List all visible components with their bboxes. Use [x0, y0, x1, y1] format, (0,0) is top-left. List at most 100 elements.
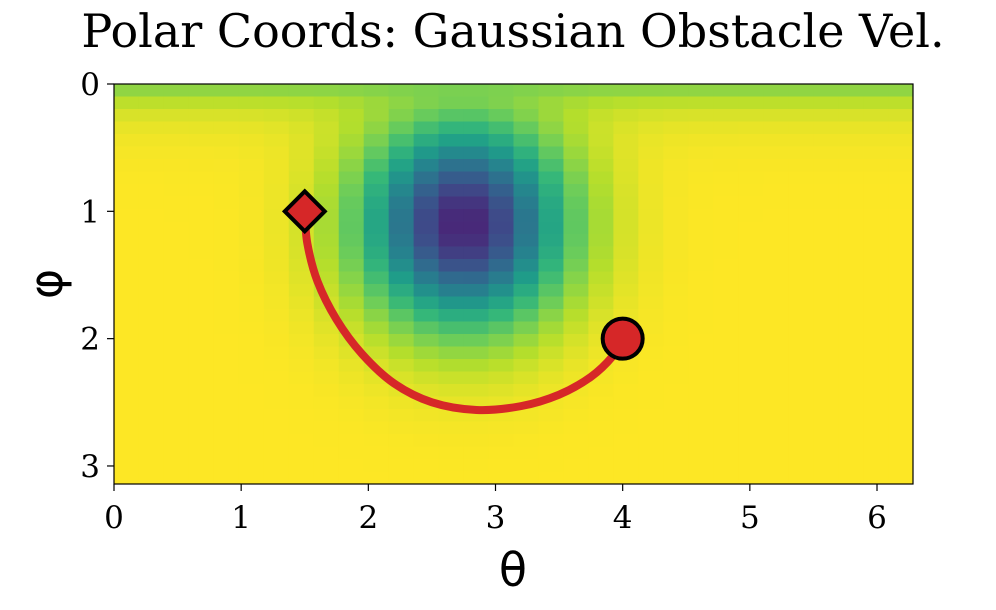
heatmap-cell [388, 284, 415, 298]
heatmap-cell [438, 409, 465, 423]
heatmap-cell [713, 334, 739, 348]
heatmap-cell [188, 334, 215, 348]
heatmap-cell [813, 109, 839, 123]
heatmap-cell [838, 359, 864, 373]
heatmap-cell [813, 184, 839, 198]
heatmap-cell [838, 121, 864, 135]
heatmap-cell [888, 459, 913, 473]
heatmap-cell [888, 96, 913, 110]
heatmap-cell [813, 134, 839, 148]
heatmap-cell [388, 96, 415, 110]
heatmap-cell [463, 421, 490, 435]
heatmap-cell [563, 396, 590, 410]
heatmap-cell [188, 434, 215, 448]
heatmap-cell [388, 134, 415, 148]
heatmap-cell [888, 396, 913, 410]
heatmap-cell [613, 246, 639, 260]
heatmap-cell [638, 196, 664, 210]
heatmap-cell [688, 396, 714, 410]
heatmap-cell [413, 271, 440, 285]
heatmap-cell [388, 159, 415, 173]
heatmap-cell [688, 159, 714, 173]
heatmap-cell [713, 459, 739, 473]
heatmap-cell [688, 234, 714, 248]
heatmap-cell [438, 171, 465, 185]
heatmap-cell [213, 271, 240, 285]
heatmap-cell [114, 384, 140, 398]
heatmap-cell [263, 421, 290, 435]
heatmap-cell [788, 234, 814, 248]
heatmap-cell [688, 421, 714, 435]
heatmap-cell [563, 446, 590, 460]
heatmap-cell [288, 171, 315, 185]
heatmap-cell [463, 221, 490, 235]
heatmap-cell [763, 309, 789, 323]
heatmap-cell [114, 221, 140, 235]
heatmap-cell [488, 159, 515, 173]
heatmap-cell [363, 284, 390, 298]
heatmap-cell [613, 159, 639, 173]
heatmap-cell [888, 409, 913, 423]
heatmap-cell [563, 259, 590, 273]
heatmap-cell [763, 221, 789, 235]
heatmap-cell [613, 396, 639, 410]
heatmap-cell [863, 284, 889, 298]
heatmap-cell [238, 321, 265, 335]
heatmap-cell [763, 121, 789, 135]
heatmap-cell [238, 96, 265, 110]
heatmap-cell [638, 359, 664, 373]
heatmap-cell [888, 421, 913, 435]
heatmap-cell [613, 259, 639, 273]
heatmap-cell [313, 171, 340, 185]
heatmap-cell [288, 471, 315, 484]
heatmap-cell [338, 246, 365, 260]
heatmap-cell [463, 209, 490, 223]
heatmap-cell [313, 134, 340, 148]
heatmap-cell [338, 284, 365, 298]
heatmap-cell [213, 159, 240, 173]
heatmap-cell [713, 321, 739, 335]
heatmap-cell [688, 134, 714, 148]
heatmap-cell [863, 396, 889, 410]
heatmap-cell [463, 471, 490, 484]
heatmap-cell [188, 159, 215, 173]
heatmap-cell [788, 284, 814, 298]
heatmap-cell [188, 184, 215, 198]
heatmap-cell [363, 96, 390, 110]
heatmap-cell [288, 446, 315, 460]
heatmap-cell [213, 96, 240, 110]
heatmap-cell [713, 309, 739, 323]
heatmap-cell [388, 146, 415, 160]
heatmap-cell [238, 384, 265, 398]
heatmap-cell [263, 121, 290, 135]
heatmap-cell [738, 121, 764, 135]
heatmap-cell [738, 209, 764, 223]
heatmap-cell [438, 421, 465, 435]
heatmap-cell [713, 146, 739, 160]
heatmap-cell [788, 221, 814, 235]
heatmap-cell [138, 459, 165, 473]
heatmap-cell [763, 171, 789, 185]
heatmap-cell [563, 334, 590, 348]
heatmap [114, 84, 913, 484]
heatmap-cell [688, 471, 714, 484]
heatmap-cell [888, 284, 913, 298]
heatmap-cell [863, 271, 889, 285]
heatmap-cell [688, 434, 714, 448]
heatmap-cell [114, 371, 140, 385]
heatmap-cell [888, 359, 913, 373]
heatmap-cell [838, 259, 864, 273]
heatmap-cell [188, 246, 215, 260]
heatmap-cell [538, 184, 565, 198]
heatmap-cell [688, 246, 714, 260]
heatmap-cell [588, 209, 614, 223]
heatmap-cell [863, 296, 889, 310]
heatmap-cell [413, 334, 440, 348]
heatmap-cell [688, 196, 714, 210]
heatmap-cell [863, 121, 889, 135]
heatmap-cell [513, 421, 540, 435]
heatmap-cell [588, 296, 614, 310]
heatmap-cell [363, 159, 390, 173]
heatmap-cell [313, 259, 340, 273]
heatmap-cell [688, 359, 714, 373]
